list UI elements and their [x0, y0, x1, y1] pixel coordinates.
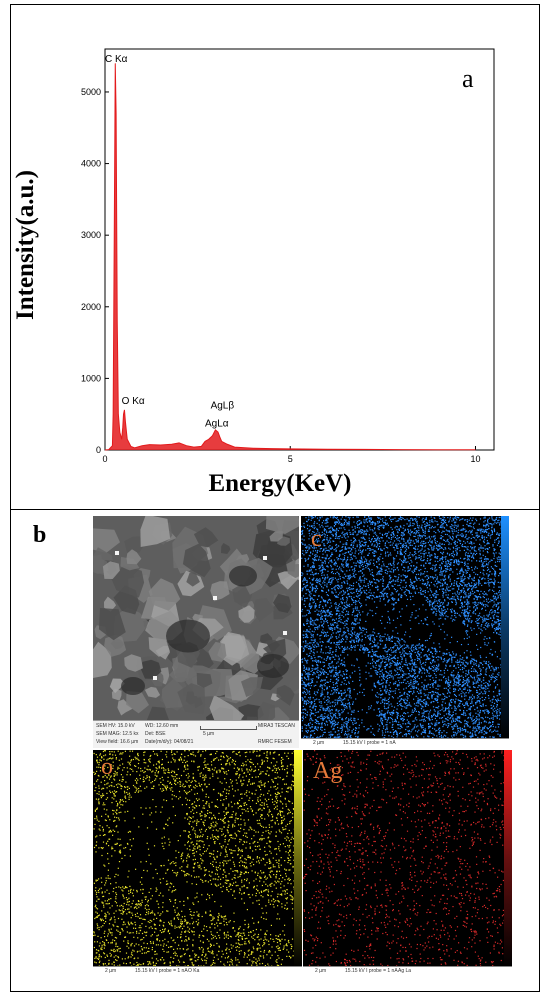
silver-footer: 2 µm 15.15 kV I probe = 1 nA Ag La: [303, 966, 512, 976]
carbon-scale: 2 µm: [313, 740, 325, 746]
sem-view: View field: 16.6 µm: [96, 739, 139, 745]
y-tick-label: 2000: [81, 302, 101, 312]
sem-grains: [93, 516, 299, 721]
carbon-colorbar: [501, 516, 509, 740]
oxygen-label: o: [101, 754, 113, 780]
silver-dot-map: [303, 750, 504, 968]
carbon-footer: 2 µm 15.15 kV I probe = 1 nA: [301, 738, 509, 748]
x-tick-label: 10: [470, 454, 480, 464]
x-axis-label: Energy(KeV): [208, 470, 352, 497]
carbon-label: c: [311, 526, 322, 552]
oxygen-colorbar: [294, 750, 302, 968]
y-tick-label: 1000: [81, 373, 101, 383]
sem-scale: 5 µm: [203, 731, 215, 737]
silver-map: Ag 2 µm 15.15 kV I probe = 1 nA Ag La: [303, 750, 512, 976]
sem-info-bar: SEM HV: 15.0 kV WD: 12.60 mm MIRA3 TESCA…: [93, 720, 299, 748]
map-dots: [93, 750, 294, 968]
spectrum-line: [104, 63, 476, 451]
annotation-ag-lb: AgLβ: [211, 400, 235, 411]
bright-particle: [153, 676, 157, 680]
annotation-c-ka: C Kα: [105, 54, 128, 65]
bright-particle: [283, 631, 287, 635]
sem-det: Det: BSE: [145, 731, 166, 737]
sem-hv: SEM HV: 15.0 kV: [96, 723, 135, 729]
oxygen-map: o 2 µm 15.15 kV I probe = 1 nA O Ka: [93, 750, 302, 976]
oxygen-scale: 2 µm: [105, 968, 117, 974]
sem-image: SEM HV: 15.0 kV WD: 12.60 mm MIRA3 TESCA…: [93, 516, 299, 748]
y-tick-label: 0: [96, 445, 101, 455]
y-tick-label: 4000: [81, 159, 101, 169]
silver-label: Ag: [313, 758, 343, 784]
oxygen-beam-info: 15.15 kV I probe = 1 nA: [135, 968, 188, 974]
panel-a-label: a: [462, 64, 474, 93]
bright-particle: [213, 596, 217, 600]
annotation-o-ka: O Kα: [122, 396, 145, 407]
sem-wd: WD: 12.60 mm: [145, 723, 179, 729]
x-tick-label: 5: [288, 454, 293, 464]
plot-area-border: [104, 48, 495, 451]
silver-colorbar: [504, 750, 512, 968]
carbon-dot-map: [301, 516, 501, 740]
spectrum-fill: [105, 63, 476, 450]
annotation-ag-la: AgLα: [205, 418, 229, 429]
sem-date: Date(m/d/y): 04/08/21: [145, 739, 194, 745]
silver-beam-info: 15.15 kV I probe = 1 nA: [345, 968, 398, 974]
panel-b-label: b: [33, 522, 47, 548]
y-axis-label: Intensity(a.u.): [6, 115, 46, 375]
edx-spectrum-chart: 0 1000 2000 3000 4000 5000 0 5 10 C Kα O Kα AgLβ AgL…: [81, 48, 495, 464]
sem-mag: SEM MAG: 12.5 kx: [96, 731, 139, 737]
oxygen-line: O Ka: [188, 968, 200, 974]
y-tick-label: 3000: [81, 230, 101, 240]
oxygen-dot-map: [93, 750, 294, 968]
map-dots: [301, 516, 501, 740]
y-tick-label: 5000: [81, 87, 101, 97]
sem-maker: MIRA3 TESCAN: [258, 723, 295, 729]
bright-particle: [115, 551, 119, 555]
silver-line: Ag La: [398, 968, 412, 974]
sem-scale-bar: [200, 726, 257, 730]
sem-lab: RMRC FESEM: [258, 739, 292, 745]
carbon-beam-info: 15.15 kV I probe = 1 nA: [343, 740, 396, 746]
map-dots: [303, 750, 504, 968]
figure-frame: [10, 4, 540, 992]
x-tick-label: 0: [102, 454, 107, 464]
silver-scale: 2 µm: [315, 968, 327, 974]
sem-micrograph: [93, 516, 299, 721]
panel-divider: [10, 509, 540, 510]
carbon-map: c 2 µm 15.15 kV I probe = 1 nA: [301, 516, 509, 748]
panel-a: 0 1000 2000 3000 4000 5000 0 5 10 C Kα O Kα AgLβ AgL…: [10, 4, 540, 509]
y-axis-title: Intensity(a.u.): [12, 169, 39, 321]
oxygen-footer: 2 µm 15.15 kV I probe = 1 nA O Ka: [93, 966, 302, 976]
bright-particle: [263, 556, 267, 560]
